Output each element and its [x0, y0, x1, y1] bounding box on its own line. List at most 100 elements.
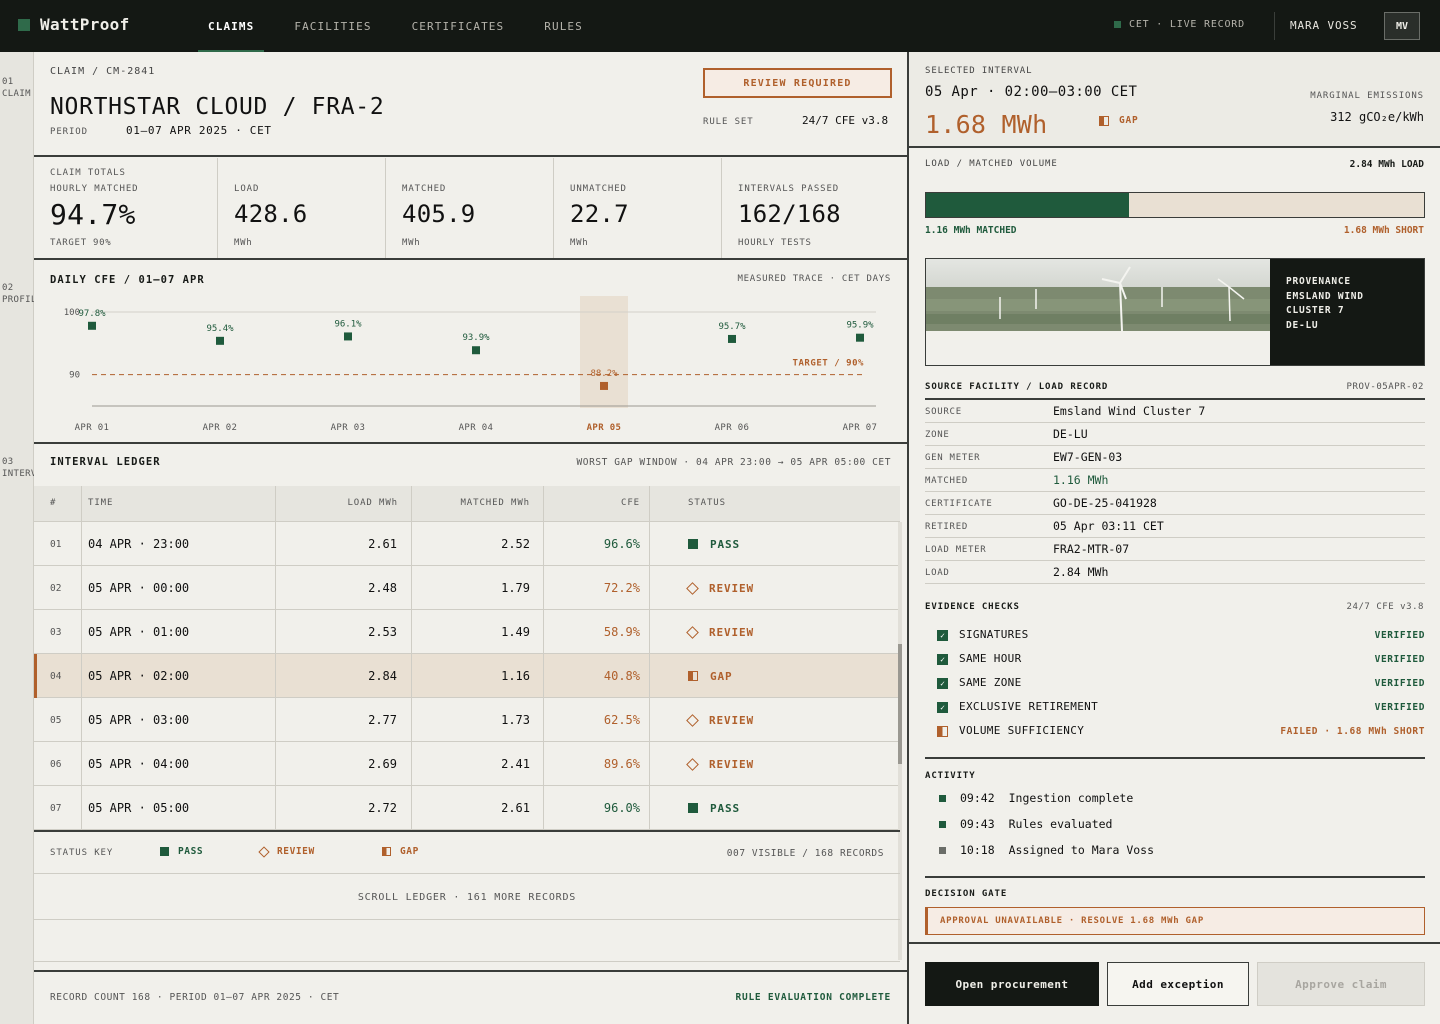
- claim-totals: CLAIM TOTALS HOURLY MATCHED 94.7% TARGET…: [34, 158, 907, 258]
- col-divider: [411, 486, 412, 830]
- live-status: CET · LIVE RECORD: [1114, 19, 1245, 30]
- ledger-note: WORST GAP WINDOW · 04 APR 23:00 → 05 APR…: [576, 457, 891, 468]
- data-point: [216, 336, 224, 345]
- x-tick-label: APR 01: [75, 423, 110, 433]
- totals-section-label: CLAIM TOTALS: [50, 168, 126, 178]
- col-header-load[interactable]: LOAD MWh: [347, 498, 398, 508]
- ledger-scrollbar-thumb[interactable]: [898, 644, 902, 764]
- table-row[interactable]: 06 05 APR · 04:00 2.69 2.41 89.6% REVIEW: [34, 742, 900, 786]
- table-row[interactable]: 05 05 APR · 03:00 2.77 1.73 62.5% REVIEW: [34, 698, 900, 742]
- row-matched: 1.79: [501, 581, 530, 595]
- row-index: 03: [50, 626, 62, 638]
- table-row[interactable]: 01 04 APR · 23:00 2.61 2.52 96.6% PASS: [34, 522, 900, 566]
- row-status: PASS: [688, 522, 888, 566]
- open-procurement-button[interactable]: Open procurement: [925, 962, 1099, 1006]
- live-status-text: CET · LIVE RECORD: [1129, 19, 1245, 30]
- source-row: CERTIFICATE GO-DE-25-041928: [925, 492, 1425, 515]
- activity-dot-icon: [939, 820, 946, 828]
- total-label: LOAD: [234, 184, 260, 194]
- row-cfe: 58.9%: [603, 625, 640, 639]
- source-value: 1.16 MWh: [1053, 473, 1109, 487]
- row-cfe: 89.6%: [603, 757, 640, 771]
- pass-icon: [688, 539, 698, 549]
- col-header-matched[interactable]: MATCHED MWh: [460, 498, 530, 508]
- col-header-status[interactable]: STATUS: [688, 498, 726, 508]
- gap-badge-label: GAP: [1119, 115, 1139, 126]
- source-value: DE-LU: [1053, 427, 1088, 441]
- main-nav: CLAIMS FACILITIES CERTIFICATES RULES: [198, 0, 613, 52]
- row-status: GAP: [688, 654, 888, 698]
- row-time: 04 APR · 23:00: [88, 537, 190, 551]
- total-hourly-matched: CLAIM TOTALS HOURLY MATCHED 94.7% TARGET…: [34, 158, 218, 258]
- table-row[interactable]: 03 05 APR · 01:00 2.53 1.49 58.9% REVIEW: [34, 610, 900, 654]
- y-tick-label: 90: [69, 371, 80, 381]
- tab-facilities[interactable]: FACILITIES: [294, 19, 372, 33]
- facility-photo[interactable]: PROVENANCE EMSLAND WIND CLUSTER 7 DE-LU: [925, 258, 1425, 366]
- data-point: [728, 334, 736, 343]
- activity-item: 09:42 Ingestion complete: [939, 788, 1133, 808]
- divider: [909, 942, 1440, 944]
- tab-rules[interactable]: RULES: [544, 19, 583, 33]
- table-row[interactable]: 04 05 APR · 02:00 2.84 1.16 40.8% GAP: [34, 654, 900, 698]
- row-index: 06: [50, 758, 62, 770]
- source-key: CERTIFICATE: [925, 499, 993, 509]
- key-review-label: REVIEW: [277, 846, 315, 857]
- row-load: 2.61: [368, 537, 397, 551]
- activity-time: 10:18: [960, 843, 995, 857]
- scroll-more-records[interactable]: SCROLL LEDGER · 161 MORE RECORDS: [34, 876, 900, 920]
- brand[interactable]: WattProof: [18, 15, 130, 34]
- total-sub: MWh: [570, 238, 589, 248]
- total-value: 162/168: [738, 200, 841, 228]
- evidence-check-status: VERIFIED: [1374, 630, 1425, 641]
- source-value: GO-DE-25-041928: [1053, 496, 1157, 510]
- total-value: 94.7%: [50, 198, 136, 231]
- total-value: 428.6: [234, 200, 308, 228]
- key-review: REVIEW: [258, 845, 315, 858]
- total-value: 405.9: [402, 200, 476, 228]
- divider: [34, 155, 907, 157]
- x-tick-label: APR 06: [715, 423, 750, 433]
- key-pass-label: PASS: [178, 846, 204, 857]
- matched-volume-bar: [925, 192, 1425, 218]
- activity-time: 09:43: [960, 817, 995, 831]
- checkmark-icon: ✓: [937, 630, 948, 641]
- source-row: LOAD 2.84 MWh: [925, 561, 1425, 584]
- source-row: GEN METER EW7-GEN-03: [925, 446, 1425, 469]
- col-header-time[interactable]: TIME: [88, 498, 114, 508]
- col-header-index[interactable]: #: [50, 498, 57, 508]
- load-matched-title: LOAD / MATCHED VOLUME: [925, 159, 1058, 169]
- col-divider: [649, 486, 650, 830]
- table-row[interactable]: 02 05 APR · 00:00 2.48 1.79 72.2% REVIEW: [34, 566, 900, 610]
- daily-cfe-plot: TARGET / 90% 100 90 97.8% APR 01 95.4% APR 02 9…: [64, 296, 877, 433]
- checkmark-icon: ✓: [937, 654, 948, 665]
- divider: [909, 146, 1440, 148]
- visible-count: 007 VISIBLE / 168 RECORDS: [726, 848, 884, 859]
- table-row[interactable]: 07 05 APR · 05:00 2.72 2.61 96.0% PASS: [34, 786, 900, 830]
- avatar[interactable]: MV: [1384, 12, 1420, 40]
- row-status: REVIEW: [686, 610, 888, 654]
- evidence-title: EVIDENCE CHECKS: [925, 602, 1020, 612]
- x-tick-label: APR 02: [203, 423, 238, 433]
- total-label: INTERVALS PASSED: [738, 184, 840, 194]
- source-key: SOURCE: [925, 407, 962, 417]
- evidence-check-name: SAME HOUR: [959, 652, 1022, 665]
- col-header-cfe[interactable]: CFE: [621, 498, 640, 508]
- key-gap: GAP: [382, 846, 419, 857]
- tab-certificates[interactable]: CERTIFICATES: [411, 19, 505, 33]
- approve-claim-button[interactable]: Approve claim: [1257, 962, 1425, 1006]
- claim-main: CLAIM / CM-2841 NORTHSTAR CLOUD / FRA-2 …: [34, 52, 907, 1024]
- tab-claims[interactable]: CLAIMS: [198, 0, 265, 52]
- evidence-check-status: VERIFIED: [1374, 702, 1425, 713]
- source-row: LOAD METER FRA2-MTR-07: [925, 538, 1425, 561]
- source-key: LOAD: [925, 568, 950, 578]
- user-name[interactable]: MARA VOSS: [1290, 19, 1358, 32]
- evidence-check: ✓ SAME ZONE VERIFIED: [937, 674, 1425, 694]
- row-time: 05 APR · 04:00: [88, 757, 190, 771]
- ruleset-label: RULE SET: [703, 117, 754, 127]
- row-status-label: REVIEW: [709, 757, 755, 771]
- add-exception-button[interactable]: Add exception: [1107, 962, 1249, 1006]
- review-icon: [258, 845, 270, 858]
- evidence-check-name: EXCLUSIVE RETIREMENT: [959, 700, 1099, 713]
- evidence-check-status: FAILED · 1.68 MWh SHORT: [1280, 726, 1425, 737]
- evidence-version: 24/7 CFE v3.8: [1346, 602, 1424, 612]
